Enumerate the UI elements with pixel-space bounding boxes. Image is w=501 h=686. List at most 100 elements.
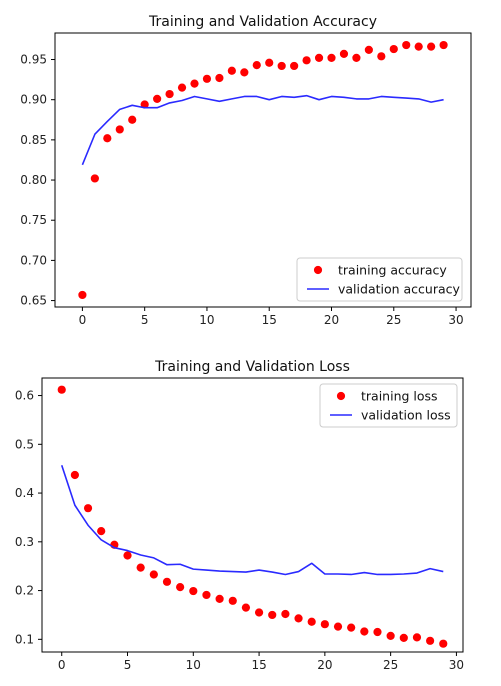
loss-x-tick-label: 15 — [251, 658, 266, 672]
accuracy-point-training-accuracy — [153, 94, 162, 103]
accuracy-point-training-accuracy — [240, 68, 249, 77]
loss-y-tick-label: 0.3 — [15, 535, 34, 549]
accuracy-legend: training accuracy validation accuracy — [296, 257, 463, 302]
loss-y-tick-label: 0.5 — [15, 437, 34, 451]
accuracy-point-training-accuracy — [339, 49, 349, 58]
accuracy-point-training-accuracy — [177, 83, 187, 92]
loss-point-training-loss — [439, 639, 448, 648]
loss-point-training-loss — [268, 610, 277, 620]
loss-point-training-loss — [215, 594, 224, 603]
accuracy-x-tick-label: 25 — [386, 313, 401, 327]
loss-point-training-loss — [97, 526, 106, 536]
accuracy-series-validation-accuracy — [81, 94, 444, 166]
loss-point-training-loss — [202, 590, 211, 600]
loss-point-training-loss — [412, 633, 422, 642]
loss-x-tick-label: 10 — [186, 658, 201, 672]
accuracy-legend-label: validation accuracy — [338, 282, 461, 297]
loss-point-training-loss — [399, 633, 408, 642]
loss-x-tick-label: 30 — [449, 658, 464, 672]
loss-point-training-loss — [386, 631, 395, 641]
accuracy-chart-title: Training and Validation Accuracy — [148, 14, 377, 30]
accuracy-point-training-accuracy — [402, 40, 411, 50]
accuracy-point-training-accuracy — [439, 40, 448, 50]
loss-legend: training loss validation loss — [319, 383, 458, 428]
accuracy-point-training-accuracy — [90, 174, 99, 183]
accuracy-x-tick-label: 0 — [79, 313, 87, 327]
accuracy-point-training-accuracy — [302, 56, 311, 65]
accuracy-y-tick-label: 0.75 — [20, 213, 47, 227]
accuracy-x-tick-label: 15 — [262, 313, 277, 327]
accuracy-y-tick-label: 0.95 — [20, 53, 47, 67]
accuracy-point-training-accuracy — [414, 42, 423, 51]
accuracy-x-tick-label: 20 — [324, 313, 339, 327]
loss-chart-title: Training and Validation Loss — [154, 359, 350, 375]
accuracy-point-training-accuracy — [352, 53, 361, 63]
accuracy-point-training-accuracy — [227, 66, 236, 75]
loss-point-training-loss — [176, 583, 185, 592]
loss-legend-label: validation loss — [361, 408, 451, 423]
loss-point-training-loss — [70, 470, 79, 480]
loss-point-training-loss — [136, 563, 145, 572]
loss-point-training-loss — [426, 636, 435, 645]
accuracy-legend-box — [296, 257, 463, 302]
accuracy-x-tick-label: 30 — [448, 313, 463, 327]
accuracy-point-training-accuracy — [364, 45, 373, 54]
accuracy-point-training-accuracy — [103, 134, 112, 143]
loss-point-training-loss — [57, 385, 66, 394]
accuracy-y-tick-label: 0.65 — [20, 294, 47, 308]
accuracy-point-training-accuracy — [115, 125, 124, 134]
loss-point-training-loss — [162, 577, 172, 586]
loss-point-training-loss — [83, 504, 93, 513]
loss-point-training-loss — [320, 620, 329, 629]
accuracy-y-tick-label: 0.90 — [20, 93, 47, 107]
accuracy-legend-label: training accuracy — [338, 263, 447, 278]
accuracy-point-training-accuracy — [377, 52, 386, 61]
loss-legend-handle — [336, 391, 346, 401]
accuracy-y-tick-label: 0.80 — [20, 173, 47, 187]
loss-series-validation-loss — [60, 465, 444, 576]
accuracy-y-tick-label: 0.85 — [20, 133, 47, 147]
accuracy-point-training-accuracy — [265, 58, 274, 67]
loss-legend-label: training loss — [361, 389, 438, 404]
loss-y-tick-label: 0.2 — [15, 584, 34, 598]
loss-chart: Training and Validation Loss 0 5 10 15 20 25 30… — [15, 359, 464, 672]
accuracy-point-training-accuracy — [427, 42, 436, 51]
loss-x-tick-label: 25 — [383, 658, 398, 672]
loss-x-tick-label: 5 — [124, 658, 132, 672]
loss-point-training-loss — [333, 622, 343, 631]
loss-point-training-loss — [307, 617, 316, 626]
loss-x-tick-label: 20 — [317, 658, 332, 672]
accuracy-x-tick-label: 10 — [199, 313, 214, 327]
accuracy-point-training-accuracy — [314, 53, 324, 63]
loss-axes-frame — [41, 377, 464, 653]
accuracy-point-training-accuracy — [78, 290, 87, 300]
accuracy-legend-handle — [313, 265, 323, 275]
accuracy-point-training-accuracy — [252, 61, 261, 70]
loss-point-training-loss — [347, 623, 356, 632]
loss-point-training-loss — [294, 614, 303, 623]
accuracy-point-training-accuracy — [215, 73, 224, 83]
accuracy-point-training-accuracy — [290, 61, 299, 71]
accuracy-axes-frame — [54, 32, 472, 308]
loss-point-training-loss — [254, 608, 264, 617]
accuracy-point-training-accuracy — [190, 79, 199, 88]
loss-point-training-loss — [360, 627, 369, 636]
loss-y-tick-label: 0.6 — [15, 389, 34, 403]
loss-legend-box — [319, 383, 458, 428]
accuracy-point-training-accuracy — [202, 74, 212, 83]
accuracy-point-training-accuracy — [165, 89, 174, 99]
loss-point-training-loss — [149, 570, 158, 579]
accuracy-y-tick-label: 0.70 — [20, 253, 47, 267]
loss-point-training-loss — [189, 586, 198, 596]
loss-point-training-loss — [241, 603, 251, 612]
accuracy-point-training-accuracy — [277, 61, 286, 71]
accuracy-point-training-accuracy — [128, 115, 137, 124]
loss-point-training-loss — [373, 627, 382, 637]
loss-y-tick-label: 0.4 — [15, 486, 34, 500]
accuracy-chart: Training and Validation Accuracy 0 5 10 15 20… — [20, 14, 472, 327]
accuracy-x-tick-label: 5 — [141, 313, 149, 327]
loss-point-training-loss — [123, 551, 132, 560]
accuracy-point-training-accuracy — [389, 44, 398, 54]
loss-point-training-loss — [228, 596, 237, 605]
loss-point-training-loss — [281, 609, 290, 619]
